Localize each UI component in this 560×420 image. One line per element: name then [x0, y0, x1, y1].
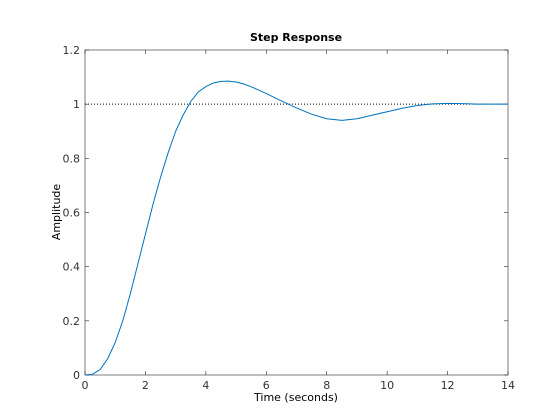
x-tick-label: 14 [501, 379, 515, 392]
x-tick-label: 8 [323, 379, 330, 392]
y-tick-label: 1.2 [63, 44, 81, 57]
y-tick-label: 0.2 [63, 315, 81, 328]
x-axis-label: Time (seconds) [253, 391, 338, 404]
x-tick-label: 0 [82, 379, 89, 392]
axes-box [84, 49, 509, 376]
x-tick-label: 10 [380, 379, 394, 392]
y-tick-label: 0.6 [63, 207, 81, 220]
x-tick-label: 6 [263, 379, 270, 392]
x-tick-label: 4 [202, 379, 209, 392]
y-tick-label: 0 [73, 369, 80, 382]
x-tick-label: 12 [441, 379, 455, 392]
plot-area: 0 2 4 6 8 10 12 14 0 0.2 0.4 0.6 0.8 1 1.2 [63, 44, 516, 392]
x-tick-label: 2 [142, 379, 149, 392]
y-tick-label: 0.8 [63, 152, 81, 165]
y-tick-label: 0.4 [63, 261, 81, 274]
y-tick-label: 1 [73, 98, 80, 111]
chart-title: Step Response [250, 31, 342, 44]
step-response-line [84, 80, 508, 376]
y-axis-label: Amplitude [50, 184, 63, 241]
